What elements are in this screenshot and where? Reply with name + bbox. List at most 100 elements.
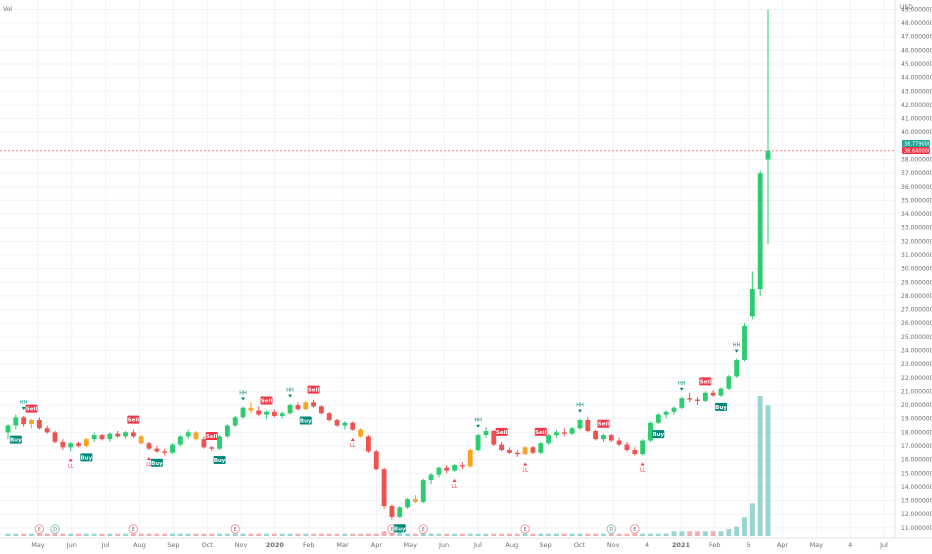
candle[interactable] [499, 441, 505, 452]
candle[interactable] [522, 445, 528, 456]
candle[interactable] [60, 439, 66, 451]
candle[interactable] [177, 435, 183, 446]
candle[interactable] [248, 402, 254, 414]
candle[interactable] [428, 473, 434, 485]
event-e-marker[interactable]: E [630, 524, 640, 534]
candle[interactable] [444, 465, 450, 474]
candle[interactable] [663, 410, 669, 419]
candle[interactable] [326, 411, 332, 422]
candle[interactable] [36, 417, 42, 430]
candle[interactable] [83, 437, 89, 448]
candle[interactable] [514, 450, 520, 457]
candle[interactable] [507, 447, 512, 455]
sell-signal-badge[interactable]: Sell [205, 431, 218, 440]
candle[interactable] [467, 448, 473, 468]
candle[interactable] [264, 410, 269, 419]
event-e-marker[interactable]: E [34, 524, 45, 534]
candle[interactable] [138, 435, 144, 445]
sell-signal-badge[interactable]: Sell [534, 427, 547, 436]
sell-signal-badge[interactable]: Sell [597, 419, 610, 428]
candle[interactable] [224, 424, 230, 438]
candle[interactable] [358, 428, 364, 438]
candle[interactable] [279, 411, 285, 419]
candle[interactable] [318, 405, 324, 415]
buy-signal-badge[interactable]: Buy [150, 458, 163, 467]
candle[interactable] [185, 429, 191, 440]
candle[interactable] [334, 418, 340, 427]
candle[interactable] [5, 424, 11, 440]
event-e-marker[interactable]: E [230, 524, 240, 534]
candle[interactable] [91, 432, 97, 442]
event-e-marker[interactable]: E [128, 524, 139, 534]
candle[interactable] [765, 9, 771, 245]
candle[interactable] [538, 441, 544, 455]
candle[interactable] [303, 400, 309, 411]
buy-signal-badge[interactable]: Buy [714, 402, 727, 411]
candle[interactable] [311, 399, 316, 408]
candle[interactable] [601, 433, 606, 442]
candle[interactable] [718, 387, 724, 397]
candle[interactable] [475, 433, 481, 452]
candle[interactable] [412, 495, 418, 504]
sell-signal-badge[interactable]: Sell [495, 427, 508, 436]
candle[interactable] [29, 418, 34, 429]
candle[interactable] [757, 170, 763, 296]
buy-signal-badge[interactable]: Buy [80, 453, 93, 462]
candle[interactable] [162, 448, 168, 456]
candle[interactable] [115, 430, 121, 438]
candle[interactable] [530, 445, 536, 455]
event-e-marker[interactable]: E [520, 524, 530, 534]
buy-signal-badge[interactable]: Buy [213, 456, 226, 465]
candle[interactable] [561, 428, 567, 437]
candle[interactable] [68, 441, 74, 452]
sell-signal-badge[interactable]: Sell [307, 385, 320, 394]
candle[interactable] [624, 441, 630, 452]
candle[interactable] [389, 504, 395, 520]
candle[interactable] [420, 478, 426, 504]
candle[interactable] [483, 426, 489, 438]
candle[interactable] [217, 435, 222, 451]
candle[interactable] [734, 358, 740, 378]
event-d-marker[interactable]: D [50, 524, 60, 534]
sell-signal-badge[interactable]: Sell [127, 415, 140, 424]
candle[interactable] [405, 497, 411, 509]
candle[interactable] [569, 426, 575, 436]
candle[interactable] [742, 323, 747, 362]
candle[interactable] [350, 421, 356, 431]
candle[interactable] [452, 463, 458, 472]
candle[interactable] [608, 433, 614, 442]
candle[interactable] [679, 396, 685, 410]
candle[interactable] [585, 417, 591, 433]
candle[interactable] [99, 433, 105, 441]
candle[interactable] [295, 402, 301, 411]
candle[interactable] [170, 443, 175, 455]
candle[interactable] [123, 430, 128, 440]
candle[interactable] [554, 429, 559, 438]
candle[interactable] [655, 413, 661, 425]
candle[interactable] [749, 271, 755, 320]
candle[interactable] [52, 430, 58, 444]
sell-signal-badge[interactable]: Sell [699, 377, 712, 386]
candle[interactable] [21, 415, 27, 427]
candle[interactable] [365, 435, 371, 453]
candle[interactable] [702, 391, 708, 403]
candle[interactable] [436, 466, 442, 478]
event-e-marker[interactable]: E [418, 524, 428, 534]
candle[interactable] [209, 445, 215, 452]
candle[interactable] [146, 441, 152, 451]
candle[interactable] [271, 409, 277, 418]
event-d-marker[interactable]: D [606, 524, 616, 534]
candle[interactable] [240, 406, 246, 419]
candle[interactable] [381, 467, 387, 509]
candle[interactable] [648, 421, 653, 442]
candle[interactable] [107, 432, 113, 442]
buy-signal-badge[interactable]: Buy [299, 416, 312, 425]
candle[interactable] [616, 437, 622, 446]
candle[interactable] [726, 375, 732, 391]
candle[interactable] [13, 414, 19, 430]
candle[interactable] [710, 390, 716, 397]
candle[interactable] [632, 447, 638, 456]
buy-signal-badge[interactable]: Buy [652, 430, 665, 439]
